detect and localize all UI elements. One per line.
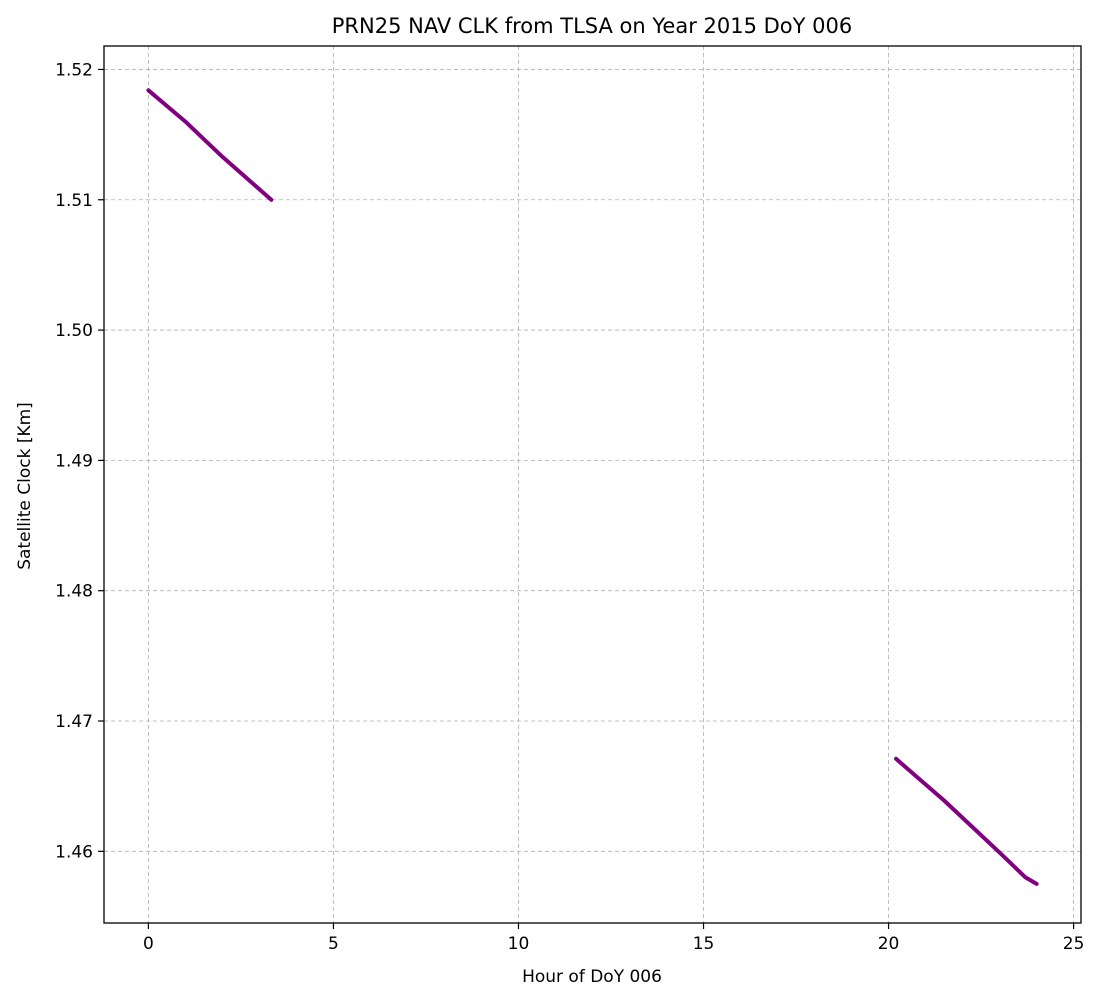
x-tick-label: 20 <box>878 934 900 954</box>
series-line-segment <box>894 756 1039 886</box>
series-line-segment <box>146 88 274 202</box>
x-axis-label: Hour of DoY 006 <box>522 967 662 987</box>
x-axis: 0 5 10 15 20 25 <box>143 923 1084 954</box>
y-tick-label: 1.52 <box>55 60 93 80</box>
x-tick-label: 0 <box>143 934 154 954</box>
y-tick-label: 1.48 <box>55 582 93 602</box>
y-tick-label: 1.51 <box>55 191 93 211</box>
series-layer <box>146 88 1039 886</box>
y-tick-label: 1.50 <box>55 321 93 341</box>
y-tick-label: 1.49 <box>55 451 93 471</box>
y-tick-label: 1.47 <box>55 712 93 732</box>
y-tick-label: 1.46 <box>55 842 93 862</box>
y-axis: 1.46 1.47 1.48 1.49 1.50 1.51 1.52 <box>55 60 104 862</box>
x-tick-label: 10 <box>508 934 530 954</box>
x-tick-label: 25 <box>1063 934 1085 954</box>
x-tick-label: 15 <box>693 934 715 954</box>
plot-frame <box>103 45 1082 924</box>
x-tick-label: 5 <box>328 934 339 954</box>
y-axis-label: Satellite Clock [Km] <box>15 402 35 570</box>
grid <box>104 46 1081 923</box>
chart-title: PRN25 NAV CLK from TLSA on Year 2015 DoY… <box>332 14 852 38</box>
